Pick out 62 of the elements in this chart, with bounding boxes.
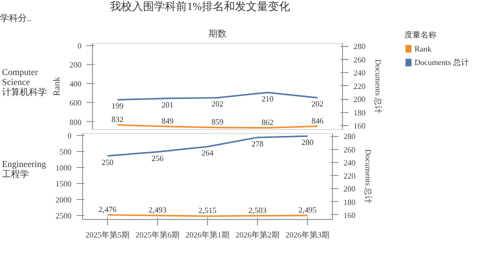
data-label: 202	[212, 100, 224, 109]
y-tick-label: 2000	[56, 196, 72, 205]
data-label: 2,515	[198, 206, 216, 216]
y-tick-label: 600	[70, 98, 82, 108]
x-tick-label: 2025年第5期	[86, 230, 130, 240]
y2-tick-label: 200	[344, 184, 356, 194]
x-tick-label: 2026年第3期	[286, 230, 330, 240]
y-tick-label: 0	[78, 41, 82, 50]
y2-axis-title: Documents 总计	[374, 59, 382, 114]
y-axis-title: Rank	[52, 76, 62, 96]
y-tick-label: 1000	[56, 164, 72, 173]
data-label: 2,493	[148, 205, 166, 214]
y2-axis-title: Documents 总计	[364, 149, 372, 204]
data-label: 250	[102, 158, 114, 167]
data-label: 846	[312, 116, 324, 126]
y-tick-label: 0	[68, 132, 72, 141]
x-tick-label: 2025年第6期	[136, 230, 180, 240]
y2-tick-label: 220	[354, 82, 366, 91]
data-label: 199	[112, 102, 124, 111]
y2-tick-label: 180	[344, 198, 356, 207]
y2-tick-label: 260	[344, 145, 356, 154]
y2-tick-label: 160	[354, 122, 366, 131]
line-series	[116, 92, 318, 100]
y2-tick-label: 240	[354, 68, 366, 78]
y2-tick-label: 240	[344, 158, 356, 168]
y2-tick-label: 200	[354, 95, 366, 104]
data-label: 862	[262, 118, 274, 127]
legend-label: Documents 总计	[414, 58, 469, 68]
data-label: 202	[312, 100, 324, 109]
data-label: 256	[152, 154, 164, 163]
y-tick-label: 500	[60, 148, 72, 157]
data-label: 278	[252, 139, 264, 148]
y2-tick-label: 160	[344, 210, 356, 220]
text: 学科分..	[0, 13, 32, 24]
text: Engineering 工程学	[2, 159, 46, 180]
data-label: 2,495	[298, 206, 316, 215]
y-tick-label: 200	[70, 60, 82, 70]
y-tick-label: 1500	[56, 180, 72, 189]
text: Computer Science 计算机科学	[2, 67, 48, 98]
chart-title: 我校入围学科前1%排名和发文量变化	[110, 0, 290, 15]
data-label: 280	[302, 138, 314, 148]
data-label: 849	[162, 116, 174, 126]
y2-tick-label: 280	[344, 132, 356, 142]
data-label: 2,476	[98, 204, 116, 214]
data-label: 2,503	[248, 206, 266, 215]
y-tick-label: 400	[70, 80, 82, 89]
y-tick-label: 800	[70, 118, 82, 127]
legend-title: 度量名称	[404, 30, 436, 40]
y-tick-label: 2500	[56, 212, 72, 221]
y2-tick-label: 220	[344, 172, 356, 181]
x-tick-label: 2026年第1期	[186, 230, 230, 240]
legend-label: Rank	[414, 44, 432, 54]
data-label: 210	[262, 94, 274, 104]
data-label: 264	[202, 148, 214, 158]
data-label: 832	[112, 114, 124, 124]
data-label: 201	[162, 100, 174, 110]
y2-tick-label: 180	[354, 108, 366, 118]
x-axis-title: 期数	[208, 28, 226, 38]
y2-tick-label: 260	[354, 55, 366, 64]
y2-tick-label: 280	[354, 42, 366, 52]
data-label: 859	[212, 117, 224, 126]
x-tick-label: 2026年第2期	[236, 230, 280, 240]
